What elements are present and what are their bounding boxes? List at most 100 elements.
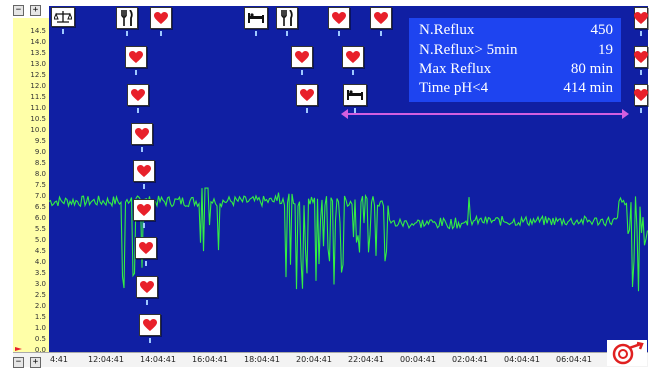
marker-tick (141, 147, 143, 152)
marker-tick (380, 31, 382, 36)
event-marker-heart[interactable] (328, 7, 350, 29)
stat-row-n-reflux: N.Reflux 450 (419, 22, 613, 42)
event-marker-heart[interactable] (136, 276, 158, 298)
stat-label: Max Reflux (419, 61, 492, 77)
event-marker-bed[interactable] (343, 84, 367, 106)
event-marker-heart[interactable] (127, 84, 149, 106)
event-marker-heart[interactable] (634, 7, 648, 29)
heart-icon (129, 50, 143, 64)
bed-icon (247, 12, 265, 24)
marker-tick (640, 70, 642, 75)
marker-tick (352, 70, 354, 75)
event-marker-heart[interactable] (634, 46, 648, 68)
marker-tick (160, 31, 162, 36)
event-marker-heart[interactable] (133, 160, 155, 182)
heart-icon (346, 50, 360, 64)
x-tick-label: 14:04:41 (140, 355, 176, 364)
event-marker-heart[interactable] (139, 314, 161, 336)
heart-icon (137, 203, 151, 217)
time-zoom-out-button[interactable]: − (13, 357, 24, 368)
y-tick-label: 9.5 (34, 137, 46, 145)
event-marker-heart[interactable] (370, 7, 392, 29)
bed-icon (346, 89, 364, 101)
marker-tick (255, 31, 257, 36)
x-tick-label: 20:04:41 (296, 355, 332, 364)
y-tick-label: 6.0 (34, 214, 46, 222)
event-marker-heart[interactable] (133, 199, 155, 221)
event-marker-heart[interactable] (131, 123, 153, 145)
event-marker-heart[interactable] (135, 237, 157, 259)
y-tick-label: 7.0 (34, 192, 46, 200)
marker-tick (62, 29, 64, 34)
y-tick-label: 6.5 (34, 203, 46, 211)
x-tick-label: 06:04:41 (556, 355, 592, 364)
y-tick-label: 10.0 (30, 126, 46, 134)
y-tick-label: 7.5 (34, 181, 46, 189)
event-marker-heart[interactable] (342, 46, 364, 68)
stat-label: Time pH<4 (419, 80, 489, 96)
y-tick-label: 10.5 (30, 115, 46, 123)
heart-icon (295, 50, 309, 64)
marker-tick (640, 31, 642, 36)
marker-tick (338, 31, 340, 36)
y-tick-label: 0.5 (34, 335, 46, 343)
y-tick-label: 1.5 (34, 313, 46, 321)
x-axis-time: 4:41 12:04:41 14:04:41 16:04:41 18:04:41 20:0… (13, 352, 648, 367)
event-marker-meal[interactable] (276, 7, 298, 29)
heart-icon (300, 88, 314, 102)
x-tick-label: 22:04:41 (348, 355, 384, 364)
y-tick-label: 3.5 (34, 269, 46, 277)
marker-tick (137, 108, 139, 113)
zoom-out-button[interactable]: − (13, 5, 24, 16)
heart-icon (135, 127, 149, 141)
marker-tick (301, 70, 303, 75)
heart-icon (332, 11, 346, 25)
heart-icon (137, 164, 151, 178)
stat-value: 414 min (563, 80, 613, 96)
y-tick-label: 14.5 (30, 27, 46, 35)
y-tick-label: 2.5 (34, 291, 46, 299)
event-marker-heart[interactable] (150, 7, 172, 29)
heart-icon (634, 50, 648, 64)
event-marker-heart[interactable] (125, 46, 147, 68)
event-marker-bed[interactable] (244, 7, 268, 29)
event-marker-heart[interactable] (634, 84, 648, 106)
marker-tick (354, 108, 356, 113)
y-tick-label: 13.0 (30, 60, 46, 68)
heart-icon (140, 280, 154, 294)
y-tick-label: 9.0 (34, 148, 46, 156)
stat-row-time-ph-below-4: Time pH<4 414 min (419, 80, 613, 100)
marker-tick (143, 223, 145, 228)
stat-value: 450 (590, 22, 614, 38)
heart-icon (154, 11, 168, 25)
time-zoom-in-button[interactable]: + (30, 357, 41, 368)
stat-row-max-reflux: Max Reflux 80 min (419, 61, 613, 81)
x-tick-label: 00:04:41 (400, 355, 436, 364)
y-tick-label: 1.0 (34, 324, 46, 332)
event-marker-heart[interactable] (291, 46, 313, 68)
heart-icon (634, 88, 648, 102)
y-tick-label: 8.0 (34, 170, 46, 178)
x-tick-label: 4:41 (50, 355, 68, 364)
stat-label: N.Reflux (419, 22, 475, 38)
zoom-in-button[interactable]: + (30, 5, 41, 16)
heart-icon (131, 88, 145, 102)
y-tick-label: 5.0 (34, 236, 46, 244)
marker-tick (286, 31, 288, 36)
marker-tick (145, 261, 147, 266)
marker-tick (306, 108, 308, 113)
y-tick-label: 11.5 (30, 93, 46, 101)
marker-tick (146, 300, 148, 305)
event-marker-scale[interactable] (51, 7, 75, 27)
y-tick-label: 14.0 (30, 38, 46, 46)
y-tick-label: 3.0 (34, 280, 46, 288)
y-tick-label: 12.0 (30, 82, 46, 90)
y-tick-label: 5.5 (34, 225, 46, 233)
heart-icon (634, 11, 648, 25)
reflux-stats-panel: N.Reflux 450 N.Reflux> 5min 19 Max Reflu… (409, 18, 621, 102)
range-end-arrow-icon (622, 109, 629, 119)
event-marker-meal[interactable] (116, 7, 138, 29)
event-marker-heart[interactable] (296, 84, 318, 106)
stat-label: N.Reflux> 5min (419, 42, 518, 58)
